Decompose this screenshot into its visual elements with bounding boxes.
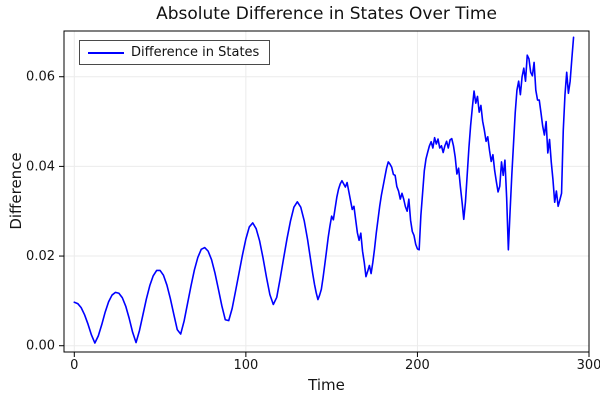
x-tick-label: 300 [577, 358, 600, 373]
y-tick-label: 0.06 [26, 70, 55, 85]
x-tick-label: 100 [233, 358, 258, 373]
x-tick-label: 200 [405, 358, 430, 373]
legend-series-label: Difference in States [131, 45, 260, 60]
x-axis-label: Time [308, 376, 345, 394]
legend-line-sample-icon [88, 51, 124, 54]
y-tick-label: 0.02 [26, 249, 55, 264]
chart-title: Absolute Difference in States Over Time [156, 4, 497, 24]
legend-box: Difference in States [79, 40, 271, 65]
difference-series-line [73, 36, 575, 344]
y-tick-label: 0.04 [26, 159, 55, 174]
y-tick-label: 0.00 [26, 339, 55, 354]
x-tick-label: 0 [70, 358, 78, 373]
plot-frame [63, 30, 590, 353]
